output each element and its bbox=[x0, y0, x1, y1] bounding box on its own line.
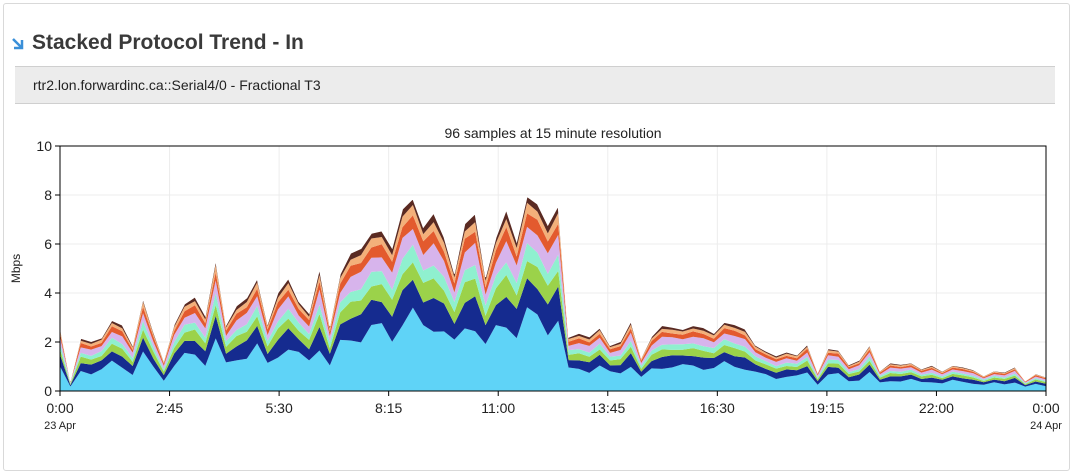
x-tick-label: 5:30 bbox=[265, 400, 292, 416]
area-series-layer4 bbox=[60, 243, 1046, 385]
x-tick-label: 19:15 bbox=[809, 400, 844, 416]
x-tick-date-label: 23 Apr bbox=[44, 420, 76, 432]
x-tick-label: 22:00 bbox=[919, 400, 954, 416]
y-tick-label: 8 bbox=[44, 187, 52, 203]
x-tick-label: 16:30 bbox=[700, 400, 735, 416]
chart-title: 96 samples at 15 minute resolution bbox=[444, 125, 661, 141]
y-axis-label: Mbps bbox=[9, 254, 23, 283]
y-tick-label: 4 bbox=[44, 285, 52, 301]
x-tick-label: 0:00 bbox=[1032, 400, 1059, 416]
area-series-layer1 bbox=[60, 307, 1046, 391]
y-tick-label: 0 bbox=[44, 383, 52, 399]
source-label: rtr2.lon.forwardinc.ca::Serial4/0 - Frac… bbox=[33, 77, 321, 93]
x-tick-label: 2:45 bbox=[156, 400, 183, 416]
x-tick-label: 11:00 bbox=[481, 400, 515, 416]
y-tick-label: 2 bbox=[44, 334, 52, 350]
panel-header: Stacked Protocol Trend - In bbox=[10, 28, 304, 58]
source-bar: rtr2.lon.forwardinc.ca::Serial4/0 - Frac… bbox=[15, 66, 1055, 104]
x-tick-date-label: 24 Apr bbox=[1030, 420, 1062, 432]
y-tick-label: 10 bbox=[36, 138, 52, 154]
expand-arrow-icon[interactable] bbox=[10, 34, 28, 52]
y-tick-label: 6 bbox=[44, 236, 52, 252]
area-series-layer2 bbox=[60, 278, 1046, 387]
x-tick-label: 0:00 bbox=[46, 400, 73, 416]
area-series-layer3 bbox=[60, 261, 1046, 386]
x-tick-label: 8:15 bbox=[375, 400, 402, 416]
x-tick-label: 13:45 bbox=[590, 400, 625, 416]
panel-title: Stacked Protocol Trend - In bbox=[32, 31, 304, 54]
plot-frame bbox=[59, 145, 1047, 392]
area-series-layer5 bbox=[60, 226, 1046, 384]
area-top-outline bbox=[59, 195, 1047, 382]
